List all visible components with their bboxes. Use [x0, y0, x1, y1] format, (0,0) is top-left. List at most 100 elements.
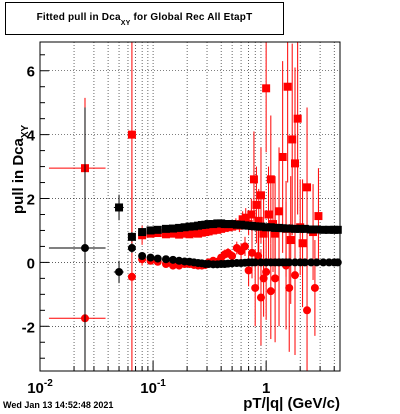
marker-circle [300, 258, 309, 267]
data-point [319, 258, 328, 267]
marker-square [153, 225, 162, 234]
data-point [209, 226, 218, 235]
marker-circle [312, 258, 321, 267]
data-point [153, 225, 162, 234]
chart-title-suffix: for Global Rec All EtapT [130, 12, 253, 23]
marker-square [185, 222, 194, 231]
marker-circle [127, 244, 136, 253]
marker-circle [161, 255, 170, 264]
marker-square [209, 226, 218, 235]
marker-square [168, 229, 177, 238]
data-point [127, 232, 136, 242]
data-point [293, 42, 302, 215]
data-point [138, 252, 147, 261]
marker-square [189, 222, 198, 231]
marker-circle [271, 274, 280, 283]
marker-square [293, 114, 302, 123]
data-point [138, 228, 147, 237]
marker-circle [168, 255, 177, 264]
data-point [185, 222, 194, 231]
data-point [278, 61, 287, 253]
marker-circle [333, 258, 342, 267]
y-axis-label-subscript: XY [20, 124, 31, 139]
marker-circle [240, 242, 249, 251]
data-point [285, 224, 294, 233]
marker-square [127, 232, 136, 241]
marker-square [300, 224, 309, 233]
marker-square [146, 226, 155, 235]
marker-square [175, 223, 184, 232]
marker-circle [146, 253, 155, 262]
marker-square [161, 224, 170, 233]
x-tick-label: 10-1 [140, 378, 166, 397]
marker-square [259, 229, 268, 238]
data-point [180, 223, 189, 232]
marker-square [185, 230, 194, 239]
data-point [153, 254, 162, 263]
marker-square [262, 223, 271, 232]
data-point [228, 220, 237, 229]
data-point [300, 258, 309, 267]
series-layer [48, 42, 342, 371]
marker-circle [285, 258, 294, 267]
marker-circle [310, 283, 319, 292]
y-axis-label: pull in DcaXY [10, 125, 31, 214]
marker-square [303, 183, 312, 192]
marker-square [232, 220, 241, 229]
marker-square [204, 220, 213, 229]
data-point [291, 224, 300, 233]
y-tick-label: 6 [27, 64, 35, 81]
data-point [312, 225, 321, 234]
marker-square [291, 224, 300, 233]
marker-square [189, 229, 198, 238]
data-point [189, 229, 198, 238]
data-point [259, 240, 268, 317]
marker-circle [266, 287, 275, 296]
marker-square [283, 82, 292, 91]
marker-circle [115, 267, 124, 276]
marker-square [264, 210, 273, 219]
data-point [185, 230, 194, 239]
x-tick-label: 1 [262, 380, 270, 397]
chart-title-subscript: XY [120, 20, 131, 27]
data-point [303, 246, 312, 371]
marker-square [286, 236, 295, 245]
x-tick-label: 10-2 [27, 378, 53, 397]
marker-circle [251, 258, 260, 267]
series-black [48, 107, 342, 371]
data-point [228, 251, 237, 261]
data-point [262, 223, 271, 232]
marker-square [254, 216, 263, 225]
marker-square [256, 222, 265, 231]
data-point [312, 258, 321, 267]
marker-circle [138, 252, 147, 261]
marker-square [262, 84, 271, 93]
marker-square [314, 212, 323, 221]
marker-square [228, 220, 237, 229]
data-point [333, 225, 342, 234]
y-axis-label-main: pull in Dca [10, 138, 27, 214]
data-point [283, 42, 292, 183]
marker-square [247, 210, 256, 219]
marker-square [291, 159, 300, 168]
marker-square [204, 227, 213, 236]
marker-circle [228, 252, 237, 261]
data-point [204, 220, 213, 229]
marker-square [266, 223, 275, 232]
data-point [314, 168, 323, 264]
marker-circle [262, 267, 271, 276]
marker-square [241, 213, 250, 222]
data-point [209, 220, 218, 229]
marker-circle [254, 252, 263, 261]
marker-circle [248, 248, 257, 257]
y-tick-label: 2 [27, 192, 35, 209]
marker-square [252, 200, 261, 209]
marker-square [161, 230, 170, 239]
data-point [307, 258, 316, 267]
marker-square [168, 224, 177, 233]
data-point [288, 43, 297, 236]
marker-circle [291, 271, 300, 280]
chart-title-prefix: Fitted pull in Dca [36, 12, 121, 23]
data-point [113, 260, 124, 284]
data-point [254, 188, 263, 253]
